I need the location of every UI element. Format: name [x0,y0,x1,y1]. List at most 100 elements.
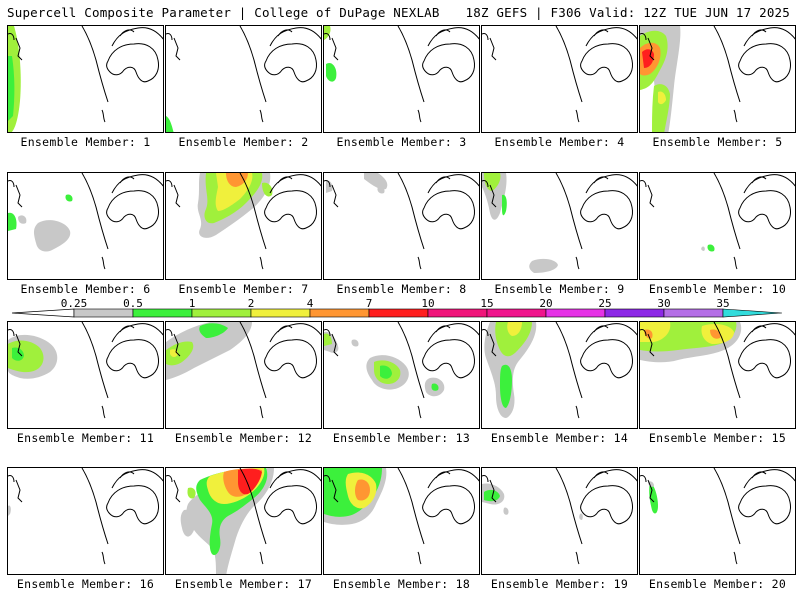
colorbar-threshold-label: 7 [365,297,373,310]
scp-contour-area [34,220,71,252]
scp-contour-area [364,173,388,190]
ensemble-map-panel [481,467,638,575]
scp-contour-area [701,246,705,251]
colorbar-threshold-label: 2 [247,297,255,310]
ensemble-map-panel [165,172,322,280]
scp-map [166,173,321,270]
ensemble-member-label: Ensemble Member: 6 [20,282,151,296]
scp-contour-area [503,507,509,515]
ensemble-map-panel [165,467,322,575]
ensemble-member-label: Ensemble Member: 7 [178,282,309,296]
scp-contour-area [199,323,228,338]
scp-map [8,26,163,132]
colorbar-right-cap [722,308,783,318]
ensemble-map-panel [323,25,480,133]
ensemble-map-panel [323,172,480,280]
ensemble-map-panel [481,172,638,280]
scp-map [482,468,637,565]
scp-contour-area [180,509,195,537]
ensemble-map-panel [165,321,322,429]
scp-contour-area [380,365,392,379]
ensemble-map-panel [639,467,796,575]
scp-map [324,26,479,123]
colorbar-segment [545,308,606,318]
scp-contour-area [678,331,687,339]
scp-contour-area [351,339,359,347]
scp-contour-area [658,91,666,105]
scp-contour-area [326,180,333,193]
scp-contour-area [166,116,174,132]
colorbar-threshold-label: 15 [480,297,494,310]
ensemble-map-panel [7,172,164,280]
ensemble-member-label: Ensemble Member: 19 [490,577,629,591]
ensemble-member-label: Ensemble Member: 14 [490,431,629,445]
scp-contour-area [500,364,512,408]
scp-contour-area [649,482,658,514]
scp-map [482,322,637,419]
colorbar-threshold-label: 30 [657,297,671,310]
colorbar-segment [73,308,134,318]
ensemble-map-panel [7,467,164,575]
ensemble-member-label: Ensemble Member: 11 [16,431,155,445]
ensemble-map-panel [481,321,638,429]
color-scale-legend: 0.25 0.5 1 2 4 7 10 15 20 25 30 35 [0,297,800,323]
ensemble-member-label: Ensemble Member: 17 [174,577,313,591]
scp-map [166,468,321,574]
scp-contour-area [431,383,439,391]
colorbar-segment [250,308,311,318]
colorbar-segment [486,308,547,318]
scp-contour-area [166,341,194,366]
scp-contour-area [579,513,583,520]
colorbar-threshold-label: 1 [188,297,196,310]
scp-contour-area [12,347,24,361]
colorbar-threshold-label: 25 [598,297,612,310]
scp-contour-area [495,322,532,357]
run-valid-time: 18Z GEFS | F306 Valid: 12Z TUE JUN 17 20… [465,5,790,20]
scp-contour-area [529,258,558,273]
scp-contour-area [8,505,11,516]
scp-contour-area [710,329,721,339]
scp-contour-area [65,194,73,202]
colorbar-segment [427,308,488,318]
map-title: Supercell Composite Parameter | College … [7,5,440,20]
scp-contour-area [652,84,670,132]
colorbar-left-cap [11,308,75,318]
ensemble-map-panel [7,321,164,429]
ensemble-map-panel [323,321,480,429]
scp-map [8,173,163,270]
ensemble-map-panel [639,25,796,133]
ensemble-member-label: Ensemble Member: 4 [494,135,625,149]
ensemble-map-panel [7,25,164,133]
ensemble-member-label: Ensemble Member: 15 [648,431,787,445]
scp-map [324,322,479,419]
scp-contour-area [377,186,385,194]
scp-contour-area [502,194,507,216]
scp-contour-area [484,489,500,502]
colorbar-segment [191,308,252,318]
scp-map [324,173,479,270]
ensemble-member-label: Ensemble Member: 9 [494,282,625,296]
colorbar-svg [11,308,783,318]
ensemble-map-panel [481,25,638,133]
ensemble-member-label: Ensemble Member: 13 [332,431,471,445]
scp-contour-area [324,333,332,346]
colorbar-segment [309,308,370,318]
scp-contour-area [707,244,715,252]
ensemble-member-label: Ensemble Member: 12 [174,431,313,445]
ensemble-member-label: Ensemble Member: 16 [16,577,155,591]
scp-map [482,26,637,123]
colorbar-threshold-label: 4 [306,297,314,310]
ensemble-member-label: Ensemble Member: 18 [332,577,471,591]
ensemble-map-panel [639,172,796,280]
ensemble-map-panel [639,321,796,429]
scp-contour-area [324,26,331,40]
ensemble-member-label: Ensemble Member: 5 [652,135,783,149]
scp-map [482,173,637,273]
colorbar-threshold-label: 0.5 [123,297,143,310]
colorbar-threshold-label: 20 [539,297,553,310]
ensemble-member-label: Ensemble Member: 3 [336,135,467,149]
colorbar-segment [604,308,665,318]
scp-map [8,468,163,565]
colorbar-threshold-label: 10 [421,297,435,310]
scp-contour-area [326,62,337,82]
